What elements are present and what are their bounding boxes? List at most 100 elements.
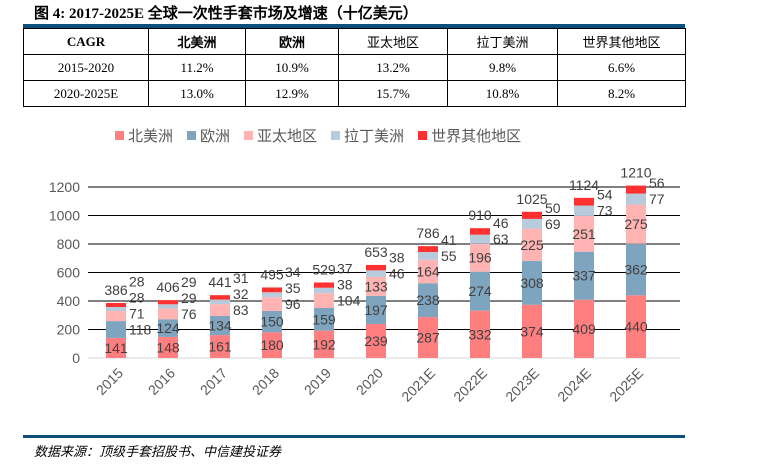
- data-label: 77: [649, 191, 665, 207]
- bar-segment: [106, 321, 126, 338]
- data-label: 274: [468, 283, 492, 299]
- data-label: 35: [285, 280, 301, 296]
- figure-title: 图 4: 2017-2025E 全球一次性手套市场及增速（十亿美元）: [34, 6, 418, 22]
- bar-segment: [366, 276, 386, 296]
- legend-item: 欧洲: [187, 125, 230, 146]
- bar-segment: [158, 300, 178, 305]
- data-label: 96: [285, 296, 301, 312]
- bar-segment: [210, 335, 230, 358]
- legend-item: 亚太地区: [244, 125, 317, 146]
- legend-label: 拉丁美洲: [344, 128, 405, 145]
- bar-segment: [470, 271, 490, 311]
- data-label: 50: [545, 200, 561, 216]
- y-tick-label: 1200: [49, 179, 80, 195]
- data-label: 29: [181, 290, 197, 306]
- header-cell: 欧洲: [245, 28, 339, 55]
- data-label: 31: [233, 270, 249, 286]
- bar-segment: [262, 292, 282, 298]
- data-label: 29: [181, 274, 197, 290]
- bar-segment: [210, 304, 230, 316]
- bar-segment: [210, 315, 230, 336]
- cell: 9.8%: [447, 54, 558, 81]
- source-divider: [23, 435, 685, 438]
- cell: 2015-2020: [23, 54, 149, 81]
- data-label: 239: [364, 333, 388, 349]
- y-tick-label: 400: [57, 293, 81, 309]
- bar-segment: [418, 259, 438, 284]
- data-label: 56: [649, 175, 665, 191]
- source-note: 数据来源：顶级手套招股书、中信建投证券: [34, 444, 282, 459]
- bar-segment: [470, 228, 490, 235]
- bar-segment: [418, 251, 438, 260]
- bar-segment: [626, 204, 646, 244]
- data-label: 251: [572, 226, 596, 242]
- data-label: 141: [104, 340, 128, 356]
- data-label: 104: [337, 293, 361, 309]
- legend-swatch: [418, 131, 428, 140]
- bar-segment: [366, 323, 386, 358]
- legend-item: 北美洲: [115, 125, 173, 146]
- total-label: 1025: [516, 191, 547, 207]
- x-tick-label: 2015: [93, 365, 126, 398]
- data-label: 161: [208, 339, 232, 355]
- bar-segment: [262, 310, 282, 333]
- data-label: 32: [233, 286, 249, 302]
- total-label: 495: [260, 266, 284, 282]
- data-label: 69: [545, 216, 561, 232]
- data-label: 63: [493, 231, 509, 247]
- x-tick-label: 2017: [197, 365, 230, 398]
- bar-segment: [522, 228, 542, 261]
- bar-segment: [522, 218, 542, 229]
- data-label: 192: [312, 336, 336, 352]
- bar-segment: [210, 299, 230, 305]
- data-label: 71: [129, 306, 145, 322]
- y-tick-label: 1000: [49, 208, 80, 224]
- data-label: 76: [181, 306, 197, 322]
- bar-segment: [418, 317, 438, 358]
- bar-segment: [418, 283, 438, 318]
- x-tick-label: 2021E: [398, 365, 438, 405]
- bar-segment: [574, 299, 594, 358]
- cell: 13.0%: [148, 80, 246, 107]
- total-label: 529: [312, 261, 336, 277]
- data-label: 134: [208, 318, 232, 334]
- header-cell: CAGR: [23, 28, 149, 55]
- bar-segment: [366, 264, 386, 271]
- y-tick-label: 200: [57, 322, 81, 338]
- legend-swatch: [244, 131, 254, 140]
- legend-swatch: [115, 131, 124, 140]
- legend-item: 世界其他地区: [418, 125, 521, 146]
- bar-segment: [522, 260, 542, 305]
- bar-segment: [158, 319, 178, 337]
- bar-segment: [210, 295, 230, 300]
- stacked-bar-chart: 0200400600800100012001411187128283862015…: [49, 165, 680, 405]
- bar-segment: [262, 287, 282, 293]
- bar-segment: [470, 234, 490, 244]
- data-label: 73: [597, 203, 613, 219]
- data-label: 275: [624, 216, 648, 232]
- bar-segment: [314, 282, 334, 288]
- data-label: 362: [624, 262, 648, 278]
- cell: 15.7%: [338, 80, 448, 107]
- bar-segment: [106, 302, 126, 307]
- x-tick-label: 2023E: [502, 365, 542, 405]
- x-tick-label: 2020: [353, 365, 386, 398]
- bar-segment: [158, 336, 178, 358]
- bar-segment: [574, 251, 594, 300]
- header-cell: 北美洲: [148, 28, 246, 55]
- bar-segment: [574, 205, 594, 216]
- bar-segment: [366, 295, 386, 324]
- data-label: 46: [389, 266, 405, 282]
- data-label: 38: [389, 250, 405, 266]
- cell: 2020-2025E: [23, 80, 149, 107]
- total-label: 1124: [569, 177, 599, 193]
- bar-segment: [626, 295, 646, 358]
- data-label: 374: [520, 323, 544, 339]
- data-label: 196: [468, 250, 492, 266]
- bar-segment: [574, 215, 594, 252]
- data-label: 133: [364, 278, 388, 294]
- data-label: 38: [337, 277, 353, 293]
- data-label: 28: [129, 290, 145, 306]
- bar-segment: [522, 304, 542, 358]
- cell: 13.2%: [338, 54, 448, 81]
